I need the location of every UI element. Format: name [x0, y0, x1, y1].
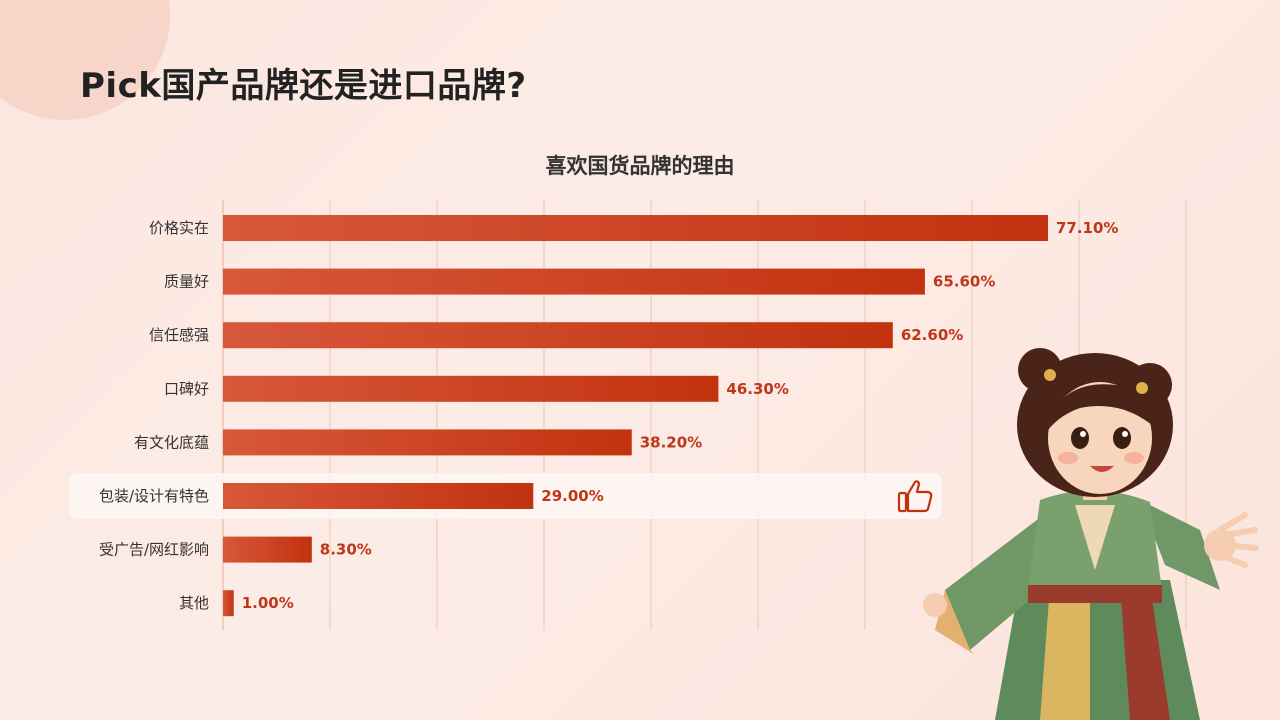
page-title: Pick国产品牌还是进口品牌? [80, 66, 527, 106]
value-label: 65.60% [933, 273, 995, 291]
bar-3 [223, 375, 719, 402]
category-label: 口碑好 [164, 380, 209, 398]
bar-2 [223, 322, 893, 349]
category-label: 包装/设计有特色 [99, 487, 209, 505]
chart-title: 喜欢国货品牌的理由 [545, 154, 735, 178]
category-label: 质量好 [164, 273, 209, 291]
category-label: 其他 [179, 594, 209, 612]
value-label: 77.10% [1056, 219, 1118, 237]
bar-7 [223, 590, 234, 617]
bar-5 [223, 483, 534, 509]
category-label: 价格实在 [149, 219, 209, 237]
bar-0 [223, 215, 1048, 241]
value-label: 38.20% [640, 433, 702, 451]
thumbs-up-icon [897, 480, 933, 513]
value-label: 8.30% [320, 541, 372, 559]
category-label: 信任感强 [149, 326, 209, 344]
bar-1 [223, 268, 925, 295]
value-label: 1.00% [242, 594, 294, 612]
bar-6 [223, 536, 312, 563]
category-label: 受广告/网红影响 [99, 541, 209, 559]
character-illustration [923, 348, 1259, 720]
value-label: 62.60% [901, 326, 963, 344]
category-label: 有文化底蕴 [134, 433, 209, 451]
value-label: 29.00% [541, 487, 603, 505]
bar-4 [223, 429, 632, 456]
value-label: 46.30% [726, 380, 788, 398]
